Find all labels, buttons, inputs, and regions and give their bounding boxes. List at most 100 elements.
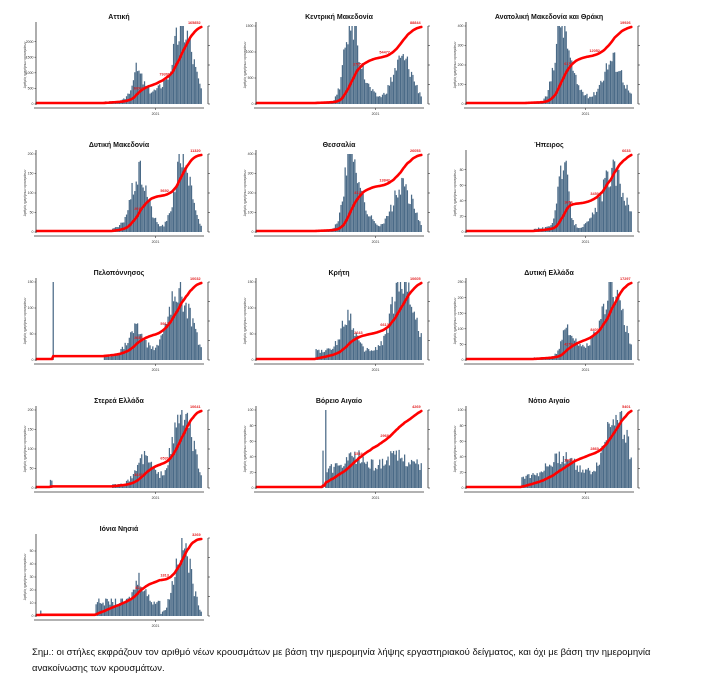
- bar: [416, 212, 418, 232]
- bar: [354, 335, 356, 360]
- bar: [110, 355, 112, 360]
- bar: [168, 448, 171, 488]
- bar: [344, 167, 346, 232]
- bar: [391, 296, 393, 360]
- bar: [582, 226, 584, 232]
- bar: [199, 472, 201, 488]
- bar: [584, 469, 587, 488]
- bar: [607, 421, 609, 488]
- bar: [141, 333, 143, 360]
- bar: [161, 224, 164, 232]
- region-chart-svg: Νότιο Αιγαίο 0 20 40 60 80 100 Αριθμός ημερήσιω…: [453, 398, 640, 500]
- bar: [200, 475, 202, 488]
- bar: [598, 196, 601, 232]
- bar: [395, 70, 397, 104]
- bar: [98, 598, 100, 616]
- y-tick-label: 80: [460, 168, 464, 172]
- bar: [587, 221, 589, 232]
- bar: [160, 335, 162, 360]
- bar: [167, 215, 169, 232]
- bar: [569, 458, 571, 488]
- bar: [583, 472, 585, 488]
- y-tick-label: 80: [460, 424, 464, 428]
- y-tick-label: 60: [250, 439, 254, 443]
- bar: [160, 471, 162, 488]
- bar: [596, 211, 598, 232]
- bar: [553, 70, 555, 104]
- bar: [101, 603, 103, 616]
- bar: [392, 450, 395, 488]
- bar: [182, 311, 184, 360]
- bar: [365, 82, 367, 104]
- bar: [594, 471, 596, 488]
- bar: [608, 423, 610, 488]
- chart-title: Νότιο Αιγαίο: [528, 398, 570, 405]
- bar: [576, 227, 578, 232]
- bar: [362, 346, 364, 360]
- bar: [620, 70, 623, 104]
- bar: [564, 26, 566, 104]
- bar: [343, 196, 345, 232]
- bar: [123, 602, 125, 616]
- bar: [138, 334, 140, 360]
- bar: [576, 465, 578, 488]
- bar: [398, 189, 400, 232]
- bar: [626, 84, 628, 104]
- bar: [629, 459, 631, 488]
- bar: [340, 464, 342, 488]
- bar: [340, 204, 342, 232]
- bar: [130, 90, 132, 104]
- bar: [142, 591, 144, 616]
- y-tick-label: 0: [252, 486, 254, 490]
- bar: [598, 320, 601, 360]
- bar: [616, 289, 619, 360]
- bar: [392, 74, 395, 104]
- bar: [405, 466, 407, 488]
- bar: [145, 185, 147, 232]
- bar: [341, 201, 344, 232]
- y-tick-label: 0: [462, 102, 464, 106]
- bar: [184, 42, 186, 104]
- bar: [370, 215, 373, 232]
- bar: [163, 329, 165, 360]
- bar: [616, 168, 619, 232]
- bar: [326, 348, 328, 360]
- bar: [135, 580, 137, 616]
- bar: [561, 26, 563, 104]
- bar: [573, 73, 576, 104]
- bar: [141, 587, 143, 616]
- bar: [366, 214, 368, 232]
- bar: [336, 94, 338, 104]
- region-chart-panel: Ήπειρος 0 20 40 60 80 Αριθμός ημερήσιων κρουσμ…: [452, 136, 657, 254]
- bar: [174, 192, 176, 232]
- bar: [365, 350, 367, 360]
- bar: [383, 223, 385, 232]
- bar: [573, 225, 576, 232]
- bar: [611, 282, 613, 360]
- bar: [395, 282, 397, 360]
- bar: [623, 85, 625, 104]
- cumulative-label: 2643: [354, 331, 362, 335]
- cumulative-label: 6613: [380, 323, 388, 327]
- bar: [132, 194, 135, 232]
- bar: [351, 455, 353, 488]
- bar: [196, 596, 198, 616]
- bar: [330, 464, 332, 488]
- bar: [189, 420, 191, 488]
- bar: [395, 450, 397, 488]
- bar: [178, 565, 180, 616]
- bar: [390, 304, 392, 360]
- y-tick-label: 2000: [26, 40, 34, 44]
- bar: [105, 355, 107, 360]
- bar: [135, 181, 137, 232]
- y-axis-label: Αριθμός ημερήσιων κρουσμάτων: [23, 41, 27, 88]
- bar: [572, 220, 574, 232]
- bar: [167, 599, 169, 616]
- bar: [380, 97, 382, 104]
- bar: [408, 203, 410, 232]
- bar: [413, 461, 415, 488]
- bar: [343, 466, 345, 488]
- bar: [143, 190, 146, 232]
- bar: [182, 550, 184, 616]
- bar: [345, 457, 348, 488]
